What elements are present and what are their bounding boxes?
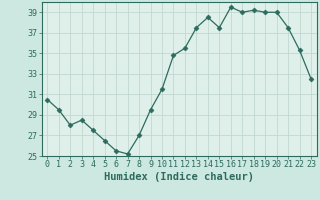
- X-axis label: Humidex (Indice chaleur): Humidex (Indice chaleur): [104, 172, 254, 182]
